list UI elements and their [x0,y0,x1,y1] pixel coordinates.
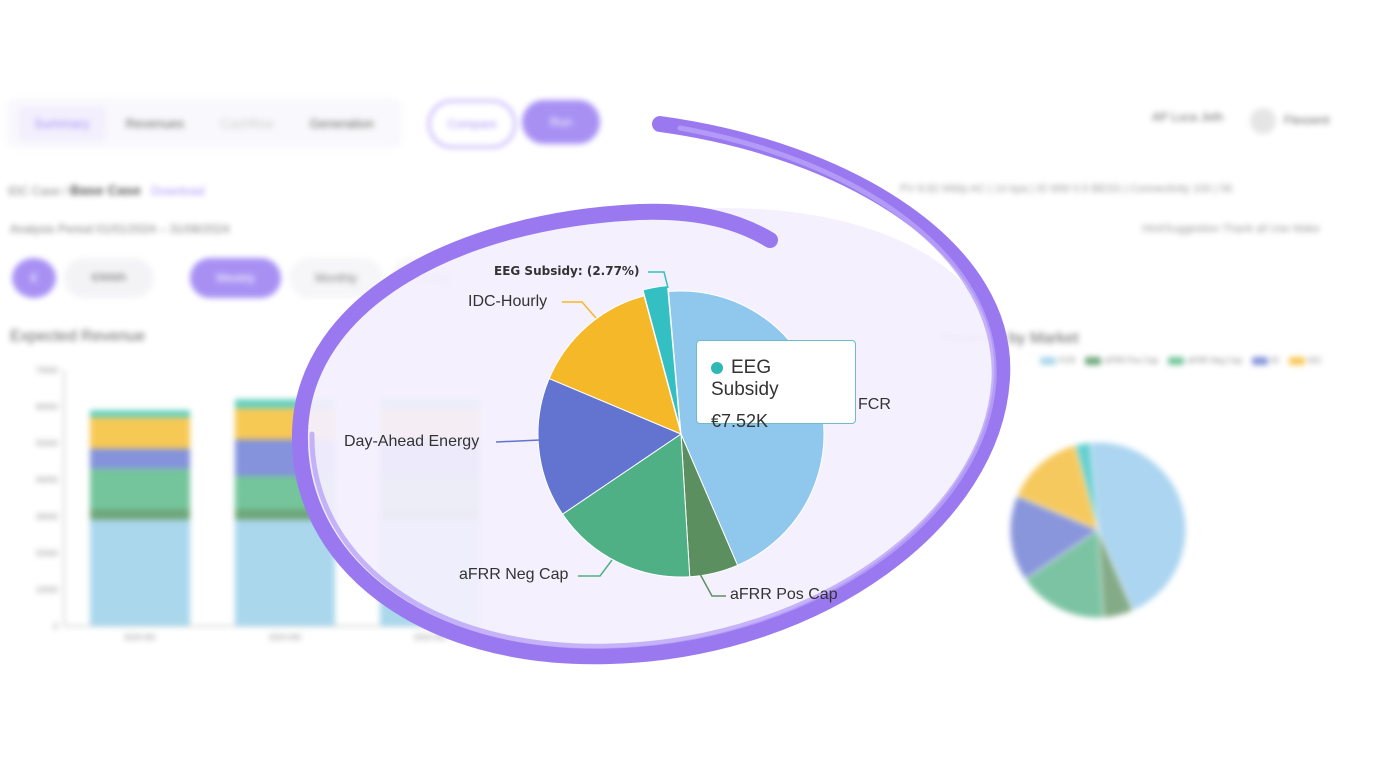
y-tick-label: 30000 [36,512,59,521]
pie-tooltip: EEG Subsidy €7.52K [696,340,856,431]
leader-line-eeg-subsidy [648,271,669,289]
y-tick-label: 10000 [36,585,59,594]
pie-label-eeg-subsidy: EEG Subsidy: (2.77%) [494,264,640,278]
user-name[interactable]: Flexsent [1284,113,1330,127]
small-market-pie [1009,441,1187,619]
pie-slice-afrr-neg-cap [1024,529,1104,619]
tooltip-series-name: EEG Subsidy [711,357,779,400]
tooltip-value: €7.52K [711,411,769,431]
breadcrumb: IDC Case / Base Case Download [8,182,204,198]
mini-legend-swatch [1085,356,1102,365]
leader-line-idc-hourly [562,301,597,319]
run-button[interactable]: Run [522,100,600,144]
expected-revenue-title: Expected Revenue [10,328,146,345]
breadcrumb-current: Base Case [70,182,141,198]
brush-stroke-inner [309,125,997,649]
currency-toggle[interactable]: € [12,258,56,298]
leader-line-afrr-pos-cap [699,573,726,597]
small-pie-slices [1009,441,1187,619]
leader-line-afrr-neg-cap [578,559,613,577]
breadcrumb-root[interactable]: IDC Case / [8,184,67,198]
pie-label-day-ahead-energy: Day-Ahead Energy [344,433,480,450]
analysis-period: Analysis Period 01/01/2024 – 31/08/2024 [10,222,230,236]
mini-legend-swatch [1040,356,1056,365]
pie-slice-day-ahead-energy [1009,495,1100,581]
pie-label-fcr: FCR [858,396,891,413]
range-weekly[interactable]: Weekly [190,258,282,298]
pie-slice-idc-hourly [1016,444,1099,531]
mini-legend-swatch [1168,356,1185,365]
bar-segment-fcr [90,519,190,626]
avatar[interactable] [1250,108,1276,134]
unit-toggle[interactable]: €/MWh [64,258,154,298]
mini-legend-swatch [1288,356,1305,365]
x-tick-label: 2024-W3 [414,633,447,642]
pie-slice-fcr [1089,441,1187,612]
x-tick-label: 2024-W1 [124,633,157,642]
y-tick-label: 0 [54,622,59,631]
y-tick-label: 60000 [36,403,59,412]
pie-slice-afrr-neg-cap [561,433,691,578]
tab-revenues[interactable]: Revenues [125,115,185,131]
tooltip-color-dot [711,362,723,374]
main-tabs: Summary Revenues Cashflow Generation [6,98,402,148]
user-label: AP Luca Jeth [1152,110,1224,124]
mini-legend: FCR aFRR Pos Cap aFRR Neg Cap ID IDC [1040,356,1322,365]
mini-legend-item-afrr-neg[interactable]: aFRR Neg Cap [1168,356,1242,365]
bar-segment-id [90,448,190,469]
tab-summary[interactable]: Summary [18,105,106,141]
mini-legend-item-fcr[interactable]: FCR [1040,356,1075,365]
hint-text: Hint/Suggestion Thank all Use Make [1142,223,1320,235]
pie-label-afrr-neg-cap: aFRR Neg Cap [459,566,569,583]
bar-segment-afrr-neg-cap [90,468,190,509]
compare-button[interactable]: Compare [428,100,516,148]
bar-segment-eeg [90,410,190,418]
pie-label-afrr-pos-cap: aFRR Pos Cap [730,586,838,603]
brush-stroke [291,116,1011,665]
pie-slice-eeg-subsidy [1074,441,1099,531]
tab-generation[interactable]: Generation [309,115,374,131]
mini-legend-item-idc[interactable]: IDC [1288,356,1322,365]
x-tick-label: 2024-W2 [269,633,302,642]
mini-legend-item-afrr-pos[interactable]: aFRR Pos Cap [1085,356,1158,365]
leader-line-day-ahead-energy [495,439,541,443]
y-tick-label: 40000 [36,476,59,485]
mini-legend-item-id[interactable]: ID [1251,356,1279,365]
pie-slice-idc-hourly [548,295,682,435]
bar-segment-fcr [235,519,335,626]
tab-cashflow[interactable]: Cashflow [220,115,274,131]
y-tick-label: 70000 [36,366,59,375]
pie-label-idc-hourly: IDC-Hourly [468,293,548,310]
y-tick-label: 20000 [36,549,59,558]
download-link[interactable]: Download [150,184,205,198]
y-tick-label: 50000 [36,439,59,448]
mini-legend-swatch [1251,356,1268,365]
stats-line: PV 8.82 MWp AC | 14 kpa | ID MW 0.5 BESS… [900,183,1233,195]
bar-segment-afrr-pos-cap [235,508,335,520]
bar-segment-idc [90,417,190,449]
bar-segment-eeg [235,399,335,409]
bar-segment-afrr-pos-cap [90,508,190,520]
pie-slice-day-ahead-energy [537,377,683,515]
